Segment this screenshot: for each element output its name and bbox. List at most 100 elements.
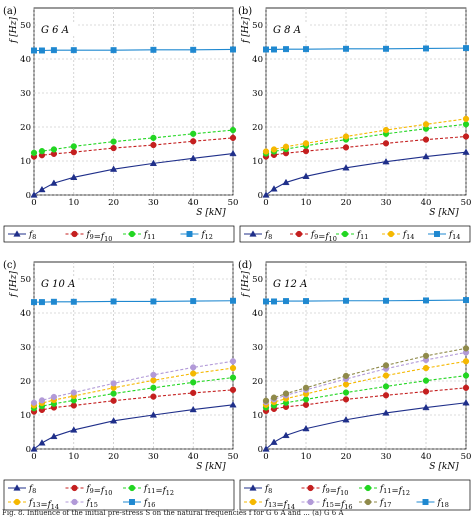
x-tick-a-3: 30 bbox=[148, 198, 159, 208]
y-tick-d-2: 20 bbox=[252, 377, 263, 387]
legend-marker-c-1-0 bbox=[13, 498, 21, 506]
point-d-5-6 bbox=[422, 352, 430, 359]
legend-box-d bbox=[239, 479, 471, 511]
point-c-3-5 bbox=[150, 377, 157, 384]
x-tick-c-3: 30 bbox=[148, 452, 159, 462]
legend-box-b bbox=[239, 225, 471, 243]
point-b-4-6 bbox=[423, 45, 429, 52]
y-tick-c-5: 50 bbox=[20, 275, 31, 285]
legend-marker-d-0-0 bbox=[249, 484, 257, 491]
y-tick-b-5: 50 bbox=[252, 21, 263, 31]
legend-label-d-0-0: f8 bbox=[264, 484, 272, 495]
point-d-0-7 bbox=[462, 399, 470, 406]
point-c-1-7 bbox=[229, 386, 237, 393]
figure-caption: Fig. 8. Influence of the initial pre-str… bbox=[2, 509, 344, 517]
legend-label-a-0-1: f9=f10 bbox=[86, 230, 113, 243]
point-d-6-1 bbox=[271, 298, 277, 305]
point-c-5-7 bbox=[230, 297, 236, 304]
legend-marker-a-0-1 bbox=[71, 230, 78, 238]
point-d-5-5 bbox=[382, 362, 390, 369]
y-tick-c-1: 10 bbox=[20, 411, 31, 421]
point-c-0-4 bbox=[109, 417, 118, 424]
point-b-0-2 bbox=[282, 178, 290, 186]
y-tick-c-3: 30 bbox=[20, 343, 31, 353]
point-b-3-6 bbox=[422, 121, 430, 128]
chart-title-a: G 6 A bbox=[41, 25, 69, 36]
point-a-0-5 bbox=[149, 159, 158, 167]
point-c-5-5 bbox=[150, 298, 157, 305]
point-c-3-6 bbox=[190, 370, 197, 377]
point-b-0-1 bbox=[270, 185, 278, 192]
point-c-3-7 bbox=[229, 364, 237, 372]
point-b-3-3 bbox=[302, 140, 310, 147]
x-tick-a-4: 40 bbox=[188, 198, 199, 208]
point-a-2-4 bbox=[110, 138, 117, 145]
point-a-2-6 bbox=[190, 130, 197, 137]
y-axis-label-a: f [Hz] bbox=[9, 17, 19, 44]
y-tick-d-3: 30 bbox=[252, 343, 263, 353]
point-c-0-6 bbox=[189, 405, 197, 413]
legend-marker-d-0-2 bbox=[364, 484, 372, 492]
y-tick-d-0: 0 bbox=[258, 445, 263, 455]
point-b-1-5 bbox=[382, 140, 390, 147]
legend-label-c-1-1: f15 bbox=[86, 498, 98, 509]
series-line-a-0 bbox=[33, 152, 234, 196]
x-tick-d-5: 50 bbox=[461, 452, 472, 462]
legend-marker-a-0-3 bbox=[186, 231, 193, 237]
title-box-b bbox=[269, 22, 309, 36]
point-b-0-6 bbox=[422, 152, 430, 160]
legend-label-b-0-2: f11 bbox=[356, 230, 368, 241]
y-axis-label-b: f [Hz] bbox=[241, 17, 251, 44]
point-b-0-0 bbox=[262, 191, 270, 198]
y-tick-b-2: 20 bbox=[252, 123, 263, 133]
point-c-5-4 bbox=[110, 298, 117, 305]
y-tick-a-3: 30 bbox=[20, 89, 31, 99]
x-tick-d-2: 20 bbox=[341, 452, 352, 462]
point-a-2-5 bbox=[150, 134, 157, 142]
point-d-6-2 bbox=[283, 298, 289, 305]
x-tick-c-2: 20 bbox=[108, 452, 119, 462]
point-d-0-6 bbox=[422, 403, 430, 411]
legend-label-d-1-0: f13=f14 bbox=[264, 498, 295, 511]
y-tick-b-4: 40 bbox=[252, 55, 263, 65]
point-a-0-7 bbox=[229, 149, 237, 157]
point-c-1-5 bbox=[150, 393, 157, 400]
point-c-1-4 bbox=[110, 397, 117, 404]
point-b-0-7 bbox=[462, 148, 470, 155]
point-c-2-4 bbox=[110, 390, 117, 397]
panel-label-c: (c) bbox=[3, 260, 17, 271]
point-b-3-4 bbox=[342, 133, 350, 140]
point-d-2-4 bbox=[342, 389, 350, 396]
point-d-1-5 bbox=[382, 392, 390, 399]
point-d-5-3 bbox=[302, 384, 310, 391]
point-a-3-0 bbox=[31, 47, 37, 54]
point-c-0-2 bbox=[50, 432, 58, 440]
point-b-1-3 bbox=[302, 148, 310, 155]
panel-label-b: (b) bbox=[238, 6, 252, 17]
y-tick-b-0: 0 bbox=[258, 191, 263, 201]
point-a-3-5 bbox=[150, 46, 157, 53]
point-c-2-5 bbox=[150, 384, 157, 391]
legend-marker-d-1-2 bbox=[364, 498, 372, 506]
y-tick-a-0: 0 bbox=[26, 191, 31, 201]
point-b-1-6 bbox=[422, 136, 430, 143]
point-d-5-2 bbox=[282, 390, 290, 397]
x-tick-b-3: 30 bbox=[381, 198, 392, 208]
point-d-5-7 bbox=[462, 345, 470, 352]
legend-label-d-1-2: f17 bbox=[379, 498, 391, 509]
point-d-2-3 bbox=[302, 396, 310, 403]
y-tick-d-5: 50 bbox=[252, 275, 263, 285]
point-d-6-5 bbox=[383, 297, 389, 304]
point-c-0-1 bbox=[38, 439, 46, 446]
x-axis-label-b: S [kN] bbox=[429, 208, 459, 218]
plot-frame-a bbox=[33, 7, 234, 196]
point-a-2-3 bbox=[70, 143, 77, 150]
x-tick-d-0: 0 bbox=[263, 452, 268, 462]
y-tick-c-4: 40 bbox=[20, 309, 31, 319]
point-a-3-6 bbox=[190, 46, 197, 53]
series-line-b-0 bbox=[265, 151, 467, 196]
y-axis-label-c: f [Hz] bbox=[9, 271, 19, 298]
x-axis-label-c: S [kN] bbox=[196, 462, 226, 472]
